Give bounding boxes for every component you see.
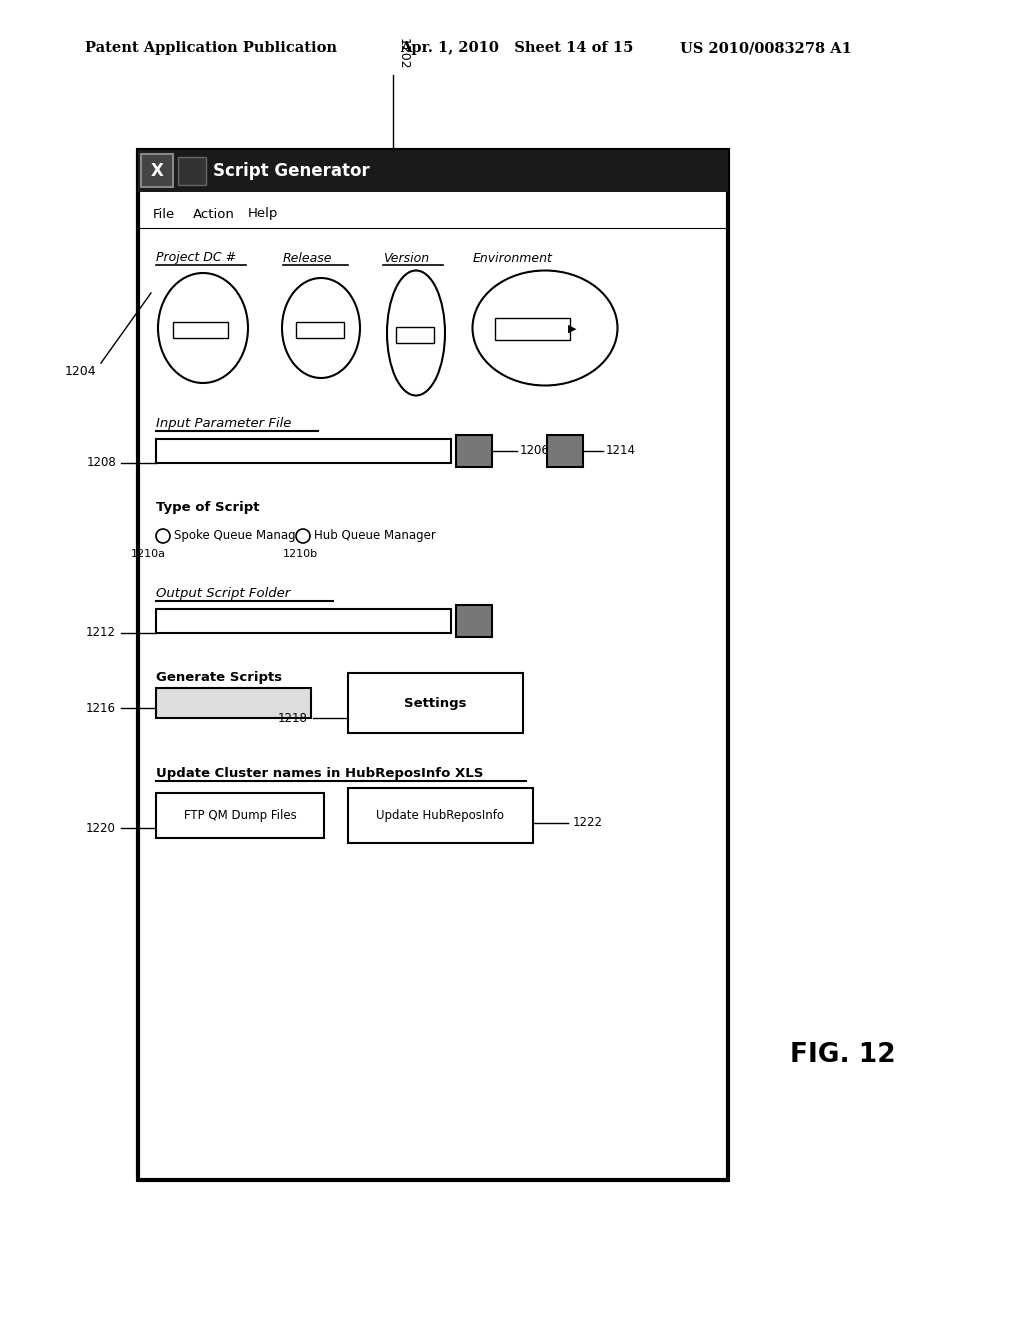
- Text: 1210a: 1210a: [131, 549, 166, 558]
- Text: 1208: 1208: [86, 457, 116, 470]
- Text: FTP QM Dump Files: FTP QM Dump Files: [183, 809, 296, 822]
- FancyBboxPatch shape: [141, 154, 173, 187]
- FancyBboxPatch shape: [173, 322, 228, 338]
- FancyBboxPatch shape: [296, 322, 344, 338]
- Text: Type of Script: Type of Script: [156, 502, 259, 515]
- Text: 1204: 1204: [65, 366, 96, 378]
- Circle shape: [296, 529, 310, 543]
- Text: 1212: 1212: [86, 627, 116, 639]
- FancyBboxPatch shape: [156, 609, 451, 634]
- Text: Script Generator: Script Generator: [213, 162, 370, 180]
- Text: 1210b: 1210b: [283, 549, 318, 558]
- Text: Update HubReposInfo: Update HubReposInfo: [376, 809, 504, 822]
- Text: FIG. 12: FIG. 12: [790, 1041, 896, 1068]
- FancyBboxPatch shape: [156, 793, 324, 838]
- FancyBboxPatch shape: [138, 150, 728, 191]
- Text: X: X: [151, 162, 164, 180]
- Text: Update Cluster names in HubReposInfo XLS: Update Cluster names in HubReposInfo XLS: [156, 767, 483, 780]
- Ellipse shape: [158, 273, 248, 383]
- FancyBboxPatch shape: [396, 327, 434, 343]
- FancyBboxPatch shape: [495, 318, 570, 341]
- Text: 1202: 1202: [397, 38, 410, 70]
- FancyBboxPatch shape: [178, 157, 206, 185]
- Ellipse shape: [282, 279, 360, 378]
- Text: Input Parameter File: Input Parameter File: [156, 417, 292, 429]
- FancyBboxPatch shape: [547, 436, 583, 467]
- FancyBboxPatch shape: [348, 788, 534, 843]
- Text: Output Script Folder: Output Script Folder: [156, 586, 290, 599]
- Text: Apr. 1, 2010   Sheet 14 of 15: Apr. 1, 2010 Sheet 14 of 15: [400, 41, 634, 55]
- Text: Generate Scripts: Generate Scripts: [156, 672, 283, 685]
- Text: Hub Queue Manager: Hub Queue Manager: [314, 529, 436, 543]
- Text: Spoke Queue Manager: Spoke Queue Manager: [174, 529, 308, 543]
- Text: US 2010/0083278 A1: US 2010/0083278 A1: [680, 41, 852, 55]
- Text: 1216: 1216: [86, 701, 116, 714]
- FancyBboxPatch shape: [456, 436, 492, 467]
- Text: File: File: [153, 207, 175, 220]
- Text: Release: Release: [283, 252, 333, 264]
- Text: Version: Version: [383, 252, 429, 264]
- Circle shape: [156, 529, 170, 543]
- FancyBboxPatch shape: [156, 688, 311, 718]
- Text: Environment: Environment: [473, 252, 553, 264]
- FancyBboxPatch shape: [156, 440, 451, 463]
- Text: 1220: 1220: [86, 821, 116, 834]
- Text: Settings: Settings: [403, 697, 466, 710]
- Text: ▶: ▶: [567, 323, 577, 334]
- Ellipse shape: [472, 271, 617, 385]
- FancyBboxPatch shape: [138, 150, 728, 1180]
- FancyBboxPatch shape: [348, 673, 523, 733]
- Text: Action: Action: [193, 207, 234, 220]
- Ellipse shape: [387, 271, 445, 396]
- Text: Help: Help: [248, 207, 279, 220]
- Text: 1218: 1218: [279, 711, 308, 725]
- Text: Patent Application Publication: Patent Application Publication: [85, 41, 337, 55]
- Text: 1222: 1222: [573, 817, 603, 829]
- Text: 1206: 1206: [520, 445, 550, 458]
- Text: Project DC #: Project DC #: [156, 252, 237, 264]
- FancyBboxPatch shape: [456, 605, 492, 638]
- Text: 1214: 1214: [606, 445, 636, 458]
